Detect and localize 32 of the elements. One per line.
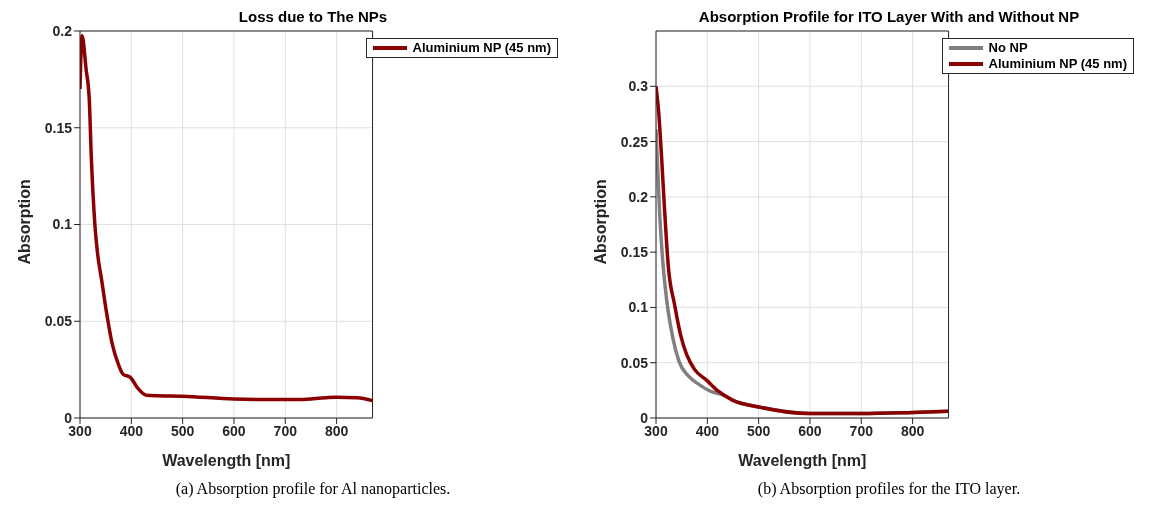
y-tick-label: 0.1 (52, 216, 73, 233)
legend-label: No NP (988, 40, 1028, 56)
x-tick-label: 500 (170, 422, 195, 439)
y-tick-label: 0.15 (44, 119, 73, 136)
x-tick-label: 600 (798, 422, 822, 439)
legend-label: Aluminium NP (45 nm) (988, 56, 1127, 72)
x-tick-label: 800 (324, 422, 349, 439)
y-tick-label: 0.25 (620, 133, 649, 150)
y-axis-title: Absorption (591, 179, 609, 265)
y-tick-label: 0.3 (628, 78, 649, 95)
x-tick-label: 400 (119, 422, 144, 439)
x-tick-label: 700 (273, 422, 298, 439)
line-series (80, 34, 373, 403)
x-axis-title: Wavelength [nm] (162, 452, 291, 469)
text: (b) Absorption profiles for the ITO layer. (756, 480, 1022, 498)
y-tick-label: 0.2 (628, 188, 649, 205)
x-tick-label: 800 (900, 422, 925, 439)
y-tick-label: 0.2 (52, 22, 73, 39)
x-tick-label: 500 (746, 422, 771, 439)
y-tick-label: 0.15 (620, 244, 649, 261)
chart-title: Loss due to The NPs (238, 8, 388, 25)
x-tick-label: 400 (695, 422, 720, 439)
x-tick-label: 700 (849, 422, 874, 439)
y-tick-label: 0.05 (620, 354, 649, 371)
text: (a) Absorption profile for Al nanoparticles. (174, 480, 452, 498)
y-tick-label: 0.05 (44, 313, 73, 330)
y-tick-label: 0.1 (628, 299, 649, 316)
x-tick-label: 600 (222, 422, 246, 439)
x-axis-title: Wavelength [nm] (738, 452, 867, 469)
legend-label: Aluminium NP (45 nm) (412, 40, 551, 56)
y-axis-title: Absorption (15, 179, 33, 265)
chart-title: Absorption Profile for ITO Layer With and Without NP (698, 8, 1080, 25)
